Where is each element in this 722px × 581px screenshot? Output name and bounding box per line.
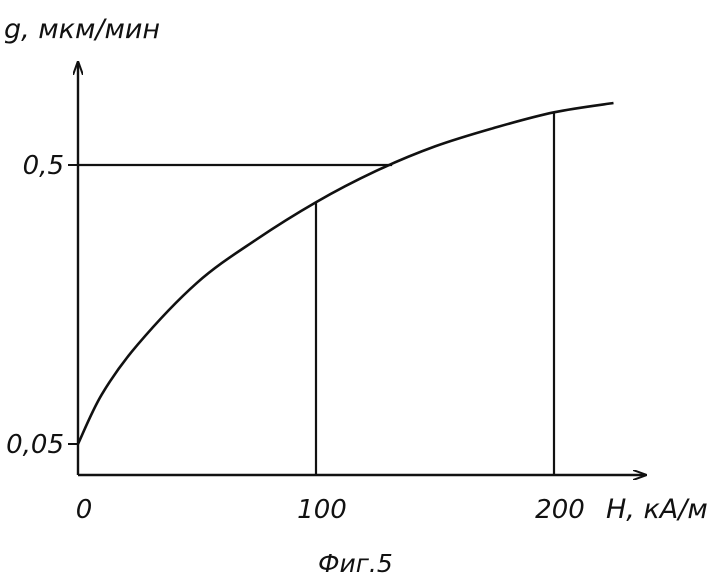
y-tick-label: 0,05 — [6, 430, 64, 460]
x-tick-label: 100 — [297, 495, 347, 525]
x-tick-label: 200 — [535, 495, 585, 525]
x-tick-label: 0 — [76, 495, 93, 525]
series-line — [78, 103, 614, 444]
figure-caption: Фиг.5 — [318, 549, 393, 578]
x-axis-title: H, кА/м — [606, 494, 708, 525]
y-tick-label: 0,5 — [23, 151, 64, 181]
y-axis-title: g, мкм/мин — [4, 14, 160, 45]
